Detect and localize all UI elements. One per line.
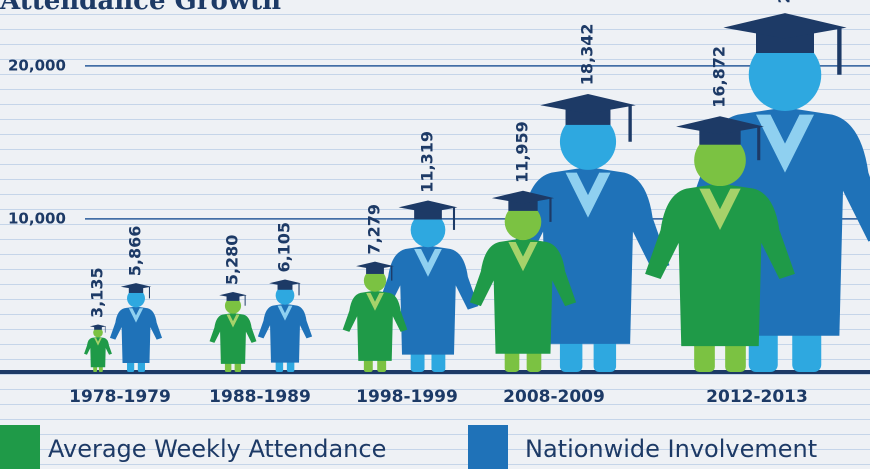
value-label: 7,279 [365, 204, 384, 255]
legend-label: Nationwide Involvement [525, 435, 817, 463]
cap-board [219, 292, 246, 298]
gown [210, 313, 257, 364]
value-label: 11,959 [513, 121, 532, 183]
cap-board [540, 94, 635, 114]
value-label: 23,680 [775, 0, 794, 3]
cap-board [356, 262, 394, 270]
cap-board [399, 200, 458, 212]
value-label: 5,866 [126, 226, 145, 277]
chart-container: Attendance Growth 10,000 20,000 1978-1979 1… [0, 0, 870, 469]
y-tick-label: 20,000 [8, 56, 66, 74]
x-tick-label: 2008-2009 [503, 387, 605, 407]
gown [84, 337, 112, 367]
graduate-figure [210, 292, 257, 372]
graduate-figure [84, 324, 112, 372]
gown [110, 306, 162, 363]
cap-board [121, 283, 152, 289]
graduate-figure [110, 283, 162, 372]
x-tick-label: 2012-2013 [706, 387, 808, 407]
cap-board [269, 279, 301, 286]
chart-title: Attendance Growth [0, 0, 281, 16]
value-label: 11,319 [418, 131, 437, 193]
x-tick-label: 1978-1979 [69, 387, 171, 407]
value-label: 16,872 [710, 46, 729, 108]
value-label: 18,342 [578, 23, 597, 85]
chart: Attendance Growth 10,000 20,000 1978-1979 1… [0, 0, 870, 469]
gown [258, 304, 312, 363]
legend-swatch [0, 425, 40, 469]
legend-swatch [468, 425, 508, 469]
value-label: 3,135 [88, 267, 107, 318]
graduate-figure [378, 200, 479, 372]
cap-board [90, 324, 106, 327]
value-label: 5,280 [223, 235, 242, 286]
x-tick-label: 1998-1999 [356, 387, 458, 407]
y-tick-label: 10,000 [8, 209, 66, 227]
legend-label: Average Weekly Attendance [48, 435, 386, 463]
graduate-figure [258, 279, 312, 372]
x-tick-label: 1988-1989 [209, 387, 311, 407]
cap-board [723, 13, 846, 38]
gown [343, 291, 408, 361]
value-label: 6,105 [275, 222, 294, 273]
